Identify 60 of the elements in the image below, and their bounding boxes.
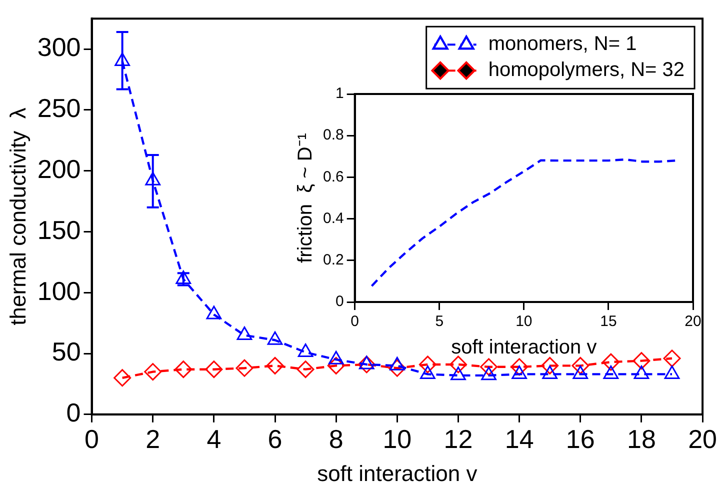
x-tick-label: 4: [206, 424, 222, 454]
x-tick-label: 16: [566, 424, 595, 454]
y-tick-label: 300: [37, 32, 81, 62]
y-tick-label: 0: [336, 293, 344, 310]
y-axis-title: thermal conductivity λ: [5, 108, 30, 326]
line-series: [370, 158, 678, 288]
point: [358, 356, 376, 374]
y-tick-label: 150: [37, 214, 81, 245]
x-tick-label: 10: [382, 424, 412, 454]
x-tick-label: 8: [328, 424, 344, 454]
x-tick-label: 12: [444, 424, 473, 454]
point: [480, 358, 498, 376]
point: [541, 356, 559, 374]
point: [174, 360, 192, 378]
point: [510, 358, 528, 376]
point: [144, 363, 162, 381]
point: [236, 359, 254, 377]
y-tick-label: 0.8: [322, 126, 344, 144]
y-tick-label: 50: [52, 336, 81, 367]
point: [632, 352, 650, 370]
point: [449, 356, 467, 374]
x-tick-label: 0: [350, 313, 360, 330]
x-tick-label: 2: [146, 424, 160, 454]
y-tick-label: 0: [66, 398, 81, 428]
legend-label: monomers, N= 1: [488, 33, 637, 56]
y-tick-label: 100: [37, 276, 81, 306]
point: [327, 356, 345, 374]
legend-label: homopolymers, N= 32: [488, 59, 685, 82]
point: [205, 360, 223, 378]
y-tick-label: 0.4: [322, 210, 344, 227]
y-tick-label: 200: [37, 154, 81, 184]
x-tick-label: 10: [516, 313, 532, 330]
point: [298, 344, 314, 358]
x-tick-label: 14: [504, 424, 534, 454]
x-tick-label: 20: [684, 313, 702, 330]
y-tick-label: 1: [336, 85, 344, 102]
x-axis-title: soft interaction v: [317, 460, 478, 486]
point: [145, 172, 161, 186]
point: [602, 353, 620, 371]
point: [663, 350, 681, 368]
point: [418, 356, 436, 374]
x-axis-title: soft interaction v: [451, 336, 597, 359]
x-tick-label: 6: [268, 424, 282, 454]
point: [114, 369, 132, 387]
point: [176, 270, 192, 284]
y-tick-label: 250: [37, 93, 81, 124]
point: [572, 356, 590, 374]
point: [388, 359, 406, 377]
point: [206, 306, 222, 320]
point: [296, 360, 314, 378]
x-tick-label: 15: [600, 313, 617, 330]
x-tick-label: 18: [627, 424, 656, 454]
x-tick-label: 0: [84, 424, 100, 454]
x-tick-label: 20: [688, 424, 717, 454]
y-axis-title: friction ξ ~ D⁻¹: [294, 132, 317, 263]
point: [266, 356, 284, 374]
point: [114, 52, 130, 66]
y-tick-label: 0.6: [322, 168, 344, 186]
x-tick-label: 5: [435, 313, 444, 330]
y-tick-label: 0.2: [322, 252, 344, 269]
